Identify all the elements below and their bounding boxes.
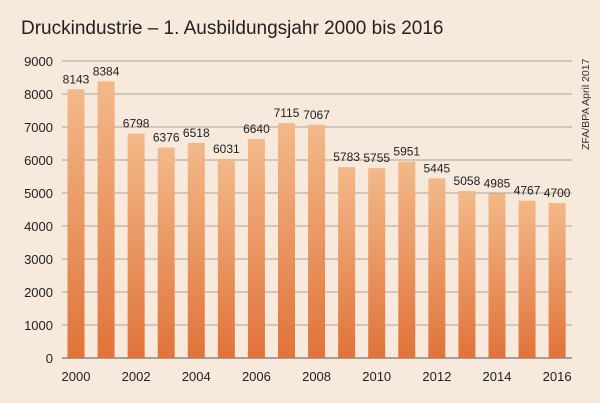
x-axis-ticks: 2000 2002 2004 2006 2008 2010 2012 2014 2016 [62,369,572,384]
y-tick-label: 1000 [24,318,53,333]
value-label: 6640 [243,122,270,136]
bar-2013 [458,191,476,358]
x-tick-label: 2014 [483,369,512,384]
bar-2011 [398,161,416,358]
value-label: 8143 [63,72,90,86]
y-tick-label: 4000 [24,219,53,234]
x-tick-label: 2012 [422,369,451,384]
value-label: 4767 [514,184,541,198]
value-label: 4985 [484,176,511,190]
value-label: 8384 [93,64,120,78]
bars [67,81,566,358]
y-tick-label: 0 [46,351,53,366]
x-tick-label: 2006 [242,369,271,384]
y-tick-label: 2000 [24,285,53,300]
bar-2015 [518,200,536,358]
value-label: 6518 [183,126,210,140]
bar-2002 [127,133,145,358]
value-label: 5783 [333,150,360,164]
chart-title: Druckindustrie – 1. Ausbildungsjahr 2000… [21,18,444,39]
x-tick-label: 2002 [122,369,151,384]
y-axis-ticks: 0 1000 2000 3000 4000 5000 6000 7000 8000 9000 [24,54,53,366]
x-tick-label: 2004 [182,369,211,384]
source-note: ZFA/BPA April 2017 [580,58,592,150]
bar-2004 [187,142,205,358]
value-label: 5951 [393,145,420,159]
value-label: 6376 [153,131,180,145]
bar-2012 [428,178,446,358]
value-label: 4700 [544,186,571,200]
y-tick-label: 7000 [24,120,53,135]
value-label: 7067 [303,108,330,122]
value-label: 6798 [123,117,150,131]
value-label: 7115 [274,106,300,120]
x-tick-label: 2000 [62,369,91,384]
bar-2005 [217,158,235,358]
value-label: 5445 [423,161,450,175]
bar-2010 [368,168,386,358]
value-label: 5755 [363,151,390,165]
y-tick-label: 6000 [24,153,53,168]
bar-2009 [338,167,356,358]
y-tick-label: 8000 [24,87,53,102]
bar-2014 [488,193,506,358]
bar-2000 [67,89,85,358]
value-label: 5058 [454,174,481,188]
bar-2007 [277,123,295,358]
y-tick-label: 9000 [24,54,53,69]
x-tick-label: 2008 [302,369,331,384]
bar-2001 [97,81,115,358]
x-tick-label: 2016 [543,369,572,384]
x-tick-label: 2010 [362,369,391,384]
bar-2006 [247,138,265,358]
bar-2016 [548,202,566,358]
bar-2003 [157,147,175,358]
y-tick-label: 5000 [24,186,53,201]
bar-2008 [308,124,326,358]
y-tick-label: 3000 [24,252,53,267]
value-label: 6031 [213,142,240,156]
